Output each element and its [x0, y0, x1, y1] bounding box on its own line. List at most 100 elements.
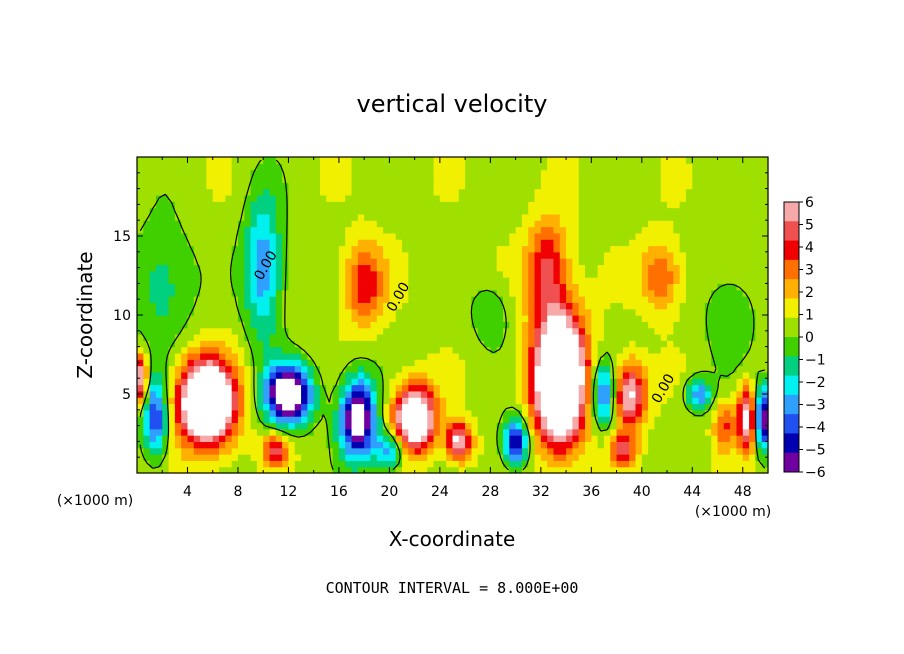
- heatmap-cell: [622, 213, 630, 221]
- heatmap-cell: [597, 283, 605, 291]
- heatmap-cell: [490, 428, 498, 436]
- heatmap-cell: [742, 188, 750, 196]
- heatmap-cell: [326, 157, 334, 164]
- heatmap-cell: [685, 169, 693, 177]
- heatmap-cell: [553, 239, 561, 247]
- heatmap-cell: [155, 277, 163, 284]
- heatmap-cell: [225, 447, 233, 455]
- heatmap-cell: [212, 277, 220, 284]
- heatmap-cell: [319, 251, 327, 259]
- heatmap-cell: [181, 194, 189, 202]
- heatmap-cell: [471, 258, 479, 266]
- heatmap-cell: [143, 416, 151, 424]
- heatmap-cell: [496, 333, 504, 341]
- heatmap-cell: [364, 435, 372, 442]
- heatmap-cell: [162, 239, 170, 247]
- heatmap-cell: [540, 422, 548, 430]
- heatmap-cell: [755, 365, 763, 373]
- heatmap-cell: [515, 346, 523, 354]
- heatmap-cell: [610, 435, 618, 442]
- heatmap-cell: [319, 333, 327, 341]
- heatmap-cell: [219, 239, 226, 247]
- heatmap-cell: [717, 428, 725, 436]
- heatmap-cell: [137, 466, 144, 474]
- heatmap-cell: [200, 302, 208, 310]
- heatmap-cell: [572, 403, 580, 411]
- heatmap-cell: [610, 232, 618, 240]
- heatmap-cell: [641, 454, 649, 461]
- heatmap-cell: [692, 327, 700, 335]
- heatmap-cell: [572, 384, 580, 392]
- heatmap-cell: [193, 289, 201, 297]
- heatmap-cell: [219, 371, 226, 379]
- heatmap-cell: [648, 289, 656, 297]
- heatmap-cell: [212, 359, 220, 367]
- heatmap-cell: [616, 245, 624, 253]
- heatmap-cell: [206, 422, 214, 430]
- heatmap-cell: [313, 220, 321, 228]
- heatmap-cell: [572, 308, 580, 316]
- heatmap-cell: [231, 251, 239, 259]
- heatmap-cell: [294, 422, 302, 430]
- heatmap-cell: [679, 346, 687, 354]
- heatmap-cell: [578, 333, 586, 341]
- heatmap-cell: [540, 308, 548, 316]
- heatmap-cell: [749, 384, 756, 392]
- heatmap-cell: [641, 409, 649, 417]
- heatmap-cell: [452, 201, 460, 209]
- heatmap-cell: [559, 416, 567, 424]
- heatmap-cell: [294, 157, 302, 164]
- heatmap-cell: [231, 258, 239, 266]
- heatmap-cell: [244, 460, 252, 468]
- heatmap-cell: [181, 327, 189, 335]
- heatmap-cell: [212, 422, 220, 430]
- heatmap-cell: [420, 460, 428, 468]
- heatmap-cell: [446, 226, 454, 234]
- heatmap-cell: [685, 315, 693, 322]
- heatmap-cell: [282, 365, 290, 373]
- heatmap-cell: [490, 333, 498, 341]
- heatmap-cell: [736, 283, 744, 291]
- heatmap-cell: [187, 435, 195, 442]
- heatmap-cell: [547, 245, 555, 253]
- heatmap-cell: [162, 302, 170, 310]
- heatmap-cell: [692, 460, 700, 468]
- heatmap-cell: [452, 441, 460, 449]
- heatmap-cell: [667, 207, 674, 215]
- heatmap-cell: [603, 422, 611, 430]
- heatmap-cell: [730, 232, 738, 240]
- heatmap-cell: [446, 397, 454, 405]
- heatmap-cell: [667, 447, 674, 455]
- heatmap-cell: [603, 270, 611, 278]
- heatmap-cell: [219, 460, 226, 468]
- heatmap-cell: [471, 302, 479, 310]
- heatmap-cell: [149, 435, 157, 442]
- heatmap-cell: [528, 460, 536, 468]
- heatmap-cell: [206, 220, 214, 228]
- heatmap-cell: [269, 220, 277, 228]
- heatmap-cell: [231, 340, 239, 348]
- heatmap-cell: [200, 390, 208, 398]
- heatmap-cell: [263, 378, 271, 386]
- heatmap-cell: [704, 258, 712, 266]
- heatmap-cell: [730, 188, 738, 196]
- heatmap-cell: [755, 283, 763, 291]
- heatmap-cell: [263, 321, 271, 329]
- heatmap-cell: [376, 239, 384, 247]
- heatmap-cell: [364, 277, 372, 284]
- heatmap-cell: [376, 270, 384, 278]
- heatmap-cell: [351, 296, 359, 303]
- heatmap-cell: [263, 264, 271, 272]
- heatmap-cell: [168, 346, 176, 354]
- heatmap-cell: [414, 397, 422, 405]
- heatmap-cell: [471, 157, 479, 164]
- heatmap-cell: [338, 435, 346, 442]
- heatmap-cell: [458, 201, 466, 209]
- heatmap-cell: [723, 270, 731, 278]
- heatmap-cell: [351, 346, 359, 354]
- heatmap-cell: [244, 422, 252, 430]
- heatmap-cell: [452, 188, 460, 196]
- heatmap-cell: [515, 333, 523, 341]
- heatmap-cell: [471, 245, 479, 253]
- heatmap-cell: [610, 346, 618, 354]
